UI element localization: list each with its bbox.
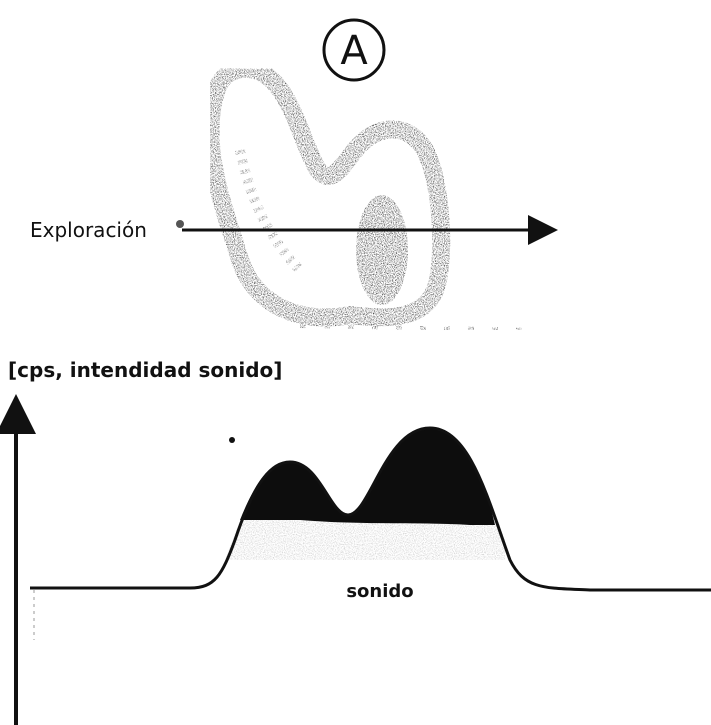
thyroid-outline xyxy=(210,69,441,318)
dot xyxy=(229,437,235,443)
curve-label: sonido xyxy=(346,581,413,602)
hot-spot xyxy=(356,195,408,305)
figure-label: A xyxy=(340,28,368,74)
axis-label: [cps, intendidad sonido] xyxy=(8,358,282,382)
thyroid-image xyxy=(210,69,540,330)
scan-label: Exploración xyxy=(30,218,147,242)
figure: A Exploración [cps, intendidad sonido] s… xyxy=(0,0,711,725)
scan-dot xyxy=(176,220,184,228)
